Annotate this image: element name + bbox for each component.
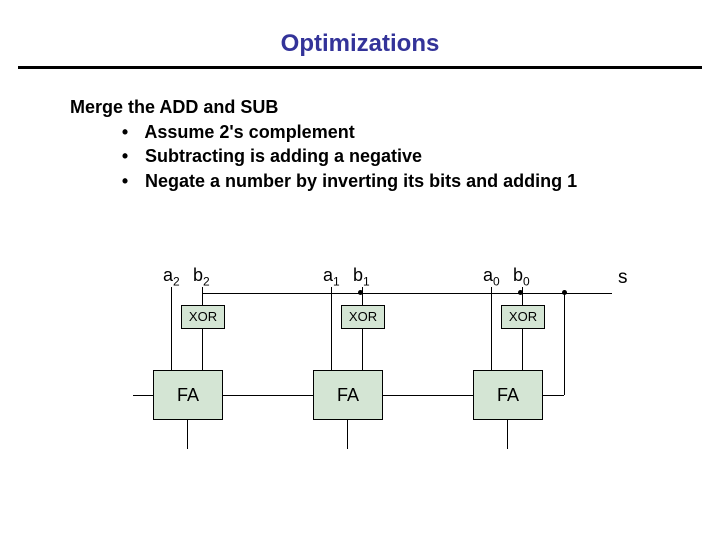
bullet-dot-icon: • (110, 169, 140, 193)
bullet-list: • Assume 2's complement • Subtracting is… (70, 120, 650, 193)
a-wire (331, 287, 332, 370)
a-wire (171, 287, 172, 370)
content-block: Merge the ADD and SUB • Assume 2's compl… (0, 69, 720, 193)
carry-out-wire (453, 395, 473, 396)
xor-output-wire (202, 328, 203, 370)
bullet-dot-icon: • (110, 120, 140, 144)
s-wire (202, 293, 612, 294)
b-wire (362, 287, 363, 305)
carry-out-wire (293, 395, 313, 396)
input-label-a: a0 (483, 265, 500, 289)
circuit-diagram: s a2 b2 XOR FA a1 b1 XOR FA a0 b0 XOR FA (0, 265, 720, 495)
full-adder: FA (153, 370, 223, 420)
xor-gate: XOR (501, 305, 545, 329)
bullet-item: • Assume 2's complement (110, 120, 650, 144)
input-label-b: b0 (513, 265, 530, 289)
input-label-a: a2 (163, 265, 180, 289)
input-label-b: b1 (353, 265, 370, 289)
xor-output-wire (522, 328, 523, 370)
bullet-text: Negate a number by inverting its bits an… (145, 171, 577, 191)
s-to-carry-wire (564, 293, 565, 395)
xor-output-wire (362, 328, 363, 370)
sum-wire (347, 419, 348, 449)
a-wire (491, 287, 492, 370)
b-wire (522, 287, 523, 305)
sum-wire (507, 419, 508, 449)
input-label-b: b2 (193, 265, 210, 289)
input-label-a: a1 (323, 265, 340, 289)
bullet-text: Assume 2's complement (144, 122, 354, 142)
page-title: Optimizations (0, 0, 720, 66)
bullet-item: • Subtracting is adding a negative (110, 144, 650, 168)
carry-in-wire (542, 395, 564, 396)
full-adder: FA (473, 370, 543, 420)
xor-gate: XOR (341, 305, 385, 329)
sum-wire (187, 419, 188, 449)
section-heading: Merge the ADD and SUB (70, 97, 650, 118)
full-adder: FA (313, 370, 383, 420)
bullet-item: • Negate a number by inverting its bits … (110, 169, 650, 193)
bullet-text: Subtracting is adding a negative (145, 146, 422, 166)
carry-out-wire (133, 395, 153, 396)
b-wire (202, 287, 203, 305)
s-label: s (618, 267, 628, 289)
xor-gate: XOR (181, 305, 225, 329)
bullet-dot-icon: • (110, 144, 140, 168)
